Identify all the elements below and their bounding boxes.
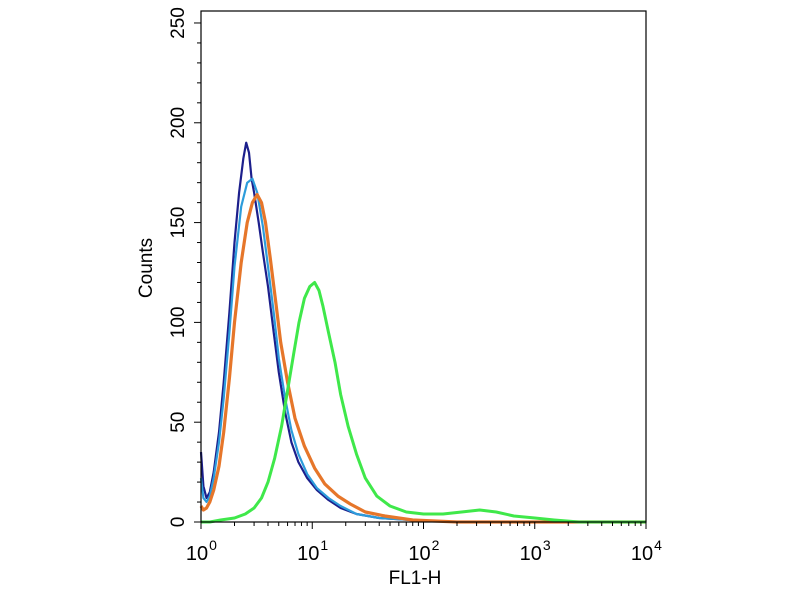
x-tick-label: 10 [408, 543, 430, 565]
histogram-curve-4 [201, 281, 646, 524]
histogram-curve-1 [199, 141, 646, 524]
y-tick-label: 200 [168, 107, 189, 139]
x-tick-exponent: 1 [320, 537, 328, 553]
x-axis-label: FL1-H [389, 568, 442, 589]
histogram-curves [199, 141, 646, 524]
histogram-curve-2 [199, 177, 646, 524]
x-tick-exponent: 3 [543, 537, 551, 553]
y-tick-label: 0 [168, 517, 189, 528]
x-tick-label: 10 [186, 543, 208, 565]
x-tick-exponent: 4 [654, 537, 662, 553]
x-axis-tick-labels: 10 0 10 1 10 2 10 3 10 4 [186, 537, 662, 565]
x-tick-exponent: 0 [209, 537, 217, 553]
axis-ticks [194, 22, 647, 529]
x-tick-label: 10 [520, 543, 542, 565]
x-tick-label: 10 [631, 543, 653, 565]
y-tick-label: 50 [168, 412, 189, 433]
y-axis-label: Counts [136, 238, 157, 298]
x-tick-label: 10 [297, 543, 319, 565]
y-tick-label: 100 [168, 307, 189, 339]
histogram-curve-3 [199, 193, 646, 524]
y-tick-label: 250 [168, 7, 189, 39]
y-tick-label: 150 [168, 207, 189, 239]
y-axis-tick-labels: 0 50 100 150 200 250 [168, 7, 189, 527]
x-tick-exponent: 2 [432, 537, 440, 553]
